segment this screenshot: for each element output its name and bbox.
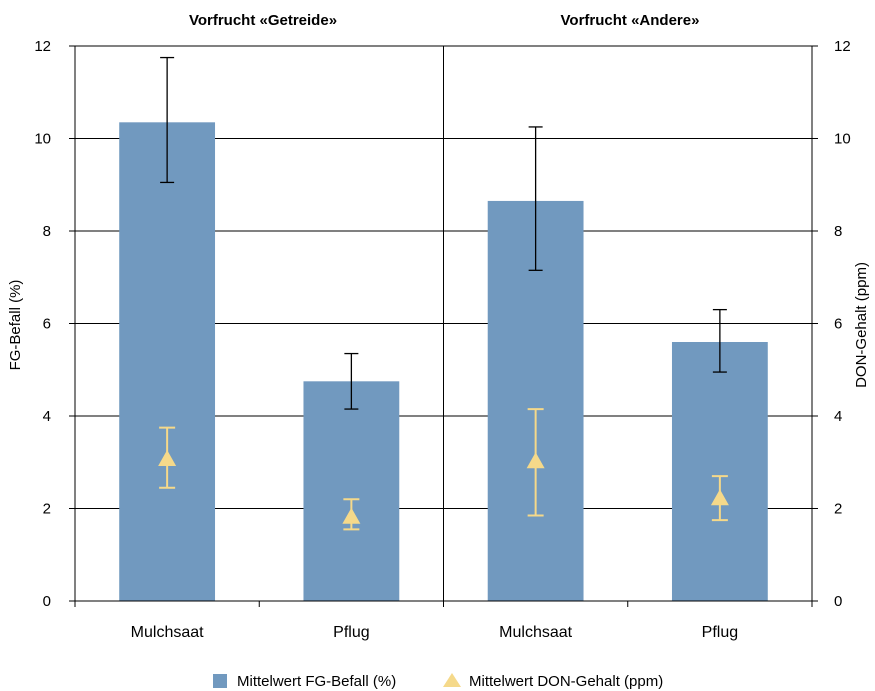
y-tick-label-right: 2 bbox=[834, 501, 842, 518]
x-tick-label: Pflug bbox=[702, 624, 738, 641]
bar bbox=[671, 342, 768, 601]
y-tick-label-right: 0 bbox=[834, 593, 842, 610]
axis-labels: 0 2 4 6 8 10 12 0 2 4 6 8 10 12 Mulchsaat Pflug Mulchsaa… bbox=[34, 38, 850, 641]
y-axis-title-left: FG-Befall (%) bbox=[7, 280, 24, 371]
bar bbox=[119, 122, 216, 601]
legend-label-bar: Mittelwert FG-Befall (%) bbox=[237, 673, 396, 690]
legend-swatch-triangle bbox=[443, 673, 461, 687]
y-tick-label-left: 6 bbox=[43, 316, 51, 333]
error-bars bbox=[160, 56, 727, 410]
panel-title-left: Vorfrucht «Getreide» bbox=[189, 12, 337, 29]
legend-label-triangle: Mittelwert DON-Gehalt (ppm) bbox=[469, 673, 663, 690]
y-tick-label-right: 4 bbox=[834, 408, 842, 425]
y-tick-label-right: 6 bbox=[834, 316, 842, 333]
y-tick-label-left: 8 bbox=[43, 223, 51, 240]
y-tick-label-left: 12 bbox=[34, 38, 51, 55]
bar-series bbox=[119, 122, 768, 601]
y-tick-label-left: 0 bbox=[43, 593, 51, 610]
don-marker bbox=[710, 489, 729, 506]
y-axis-title-right: DON-Gehalt (ppm) bbox=[853, 262, 870, 388]
axes bbox=[69, 45, 818, 607]
bar bbox=[303, 381, 400, 601]
legend-swatch-bar bbox=[213, 674, 227, 688]
x-tick-label: Pflug bbox=[333, 624, 369, 641]
legend: Mittelwert FG-Befall (%) Mittelwert DON-… bbox=[213, 673, 663, 690]
y-tick-label-right: 8 bbox=[834, 223, 842, 240]
y-tick-label-left: 2 bbox=[43, 501, 51, 518]
panel-title-right: Vorfrucht «Andere» bbox=[561, 12, 700, 29]
don-marker bbox=[526, 452, 545, 469]
don-marker bbox=[158, 449, 177, 466]
triangle-series bbox=[158, 408, 729, 531]
y-tick-label-left: 4 bbox=[43, 408, 51, 425]
y-tick-label-right: 10 bbox=[834, 131, 851, 148]
y-tick-label-right: 12 bbox=[834, 38, 851, 55]
x-tick-label: Mulchsaat bbox=[131, 624, 204, 641]
x-tick-label: Mulchsaat bbox=[499, 624, 572, 641]
don-marker bbox=[342, 507, 361, 524]
y-tick-label-left: 10 bbox=[34, 131, 51, 148]
